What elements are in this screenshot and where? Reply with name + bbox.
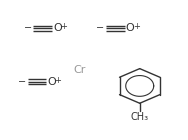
Text: O: O <box>47 77 56 87</box>
Text: Cr: Cr <box>73 65 85 75</box>
Text: +: + <box>55 76 61 85</box>
Text: CH₃: CH₃ <box>131 112 149 122</box>
Text: +: + <box>133 22 140 31</box>
Text: O: O <box>126 23 134 33</box>
Text: −: − <box>24 23 32 33</box>
Text: O: O <box>53 23 62 33</box>
Text: +: + <box>60 22 67 31</box>
Text: −: − <box>96 23 105 33</box>
Text: −: − <box>18 77 26 87</box>
